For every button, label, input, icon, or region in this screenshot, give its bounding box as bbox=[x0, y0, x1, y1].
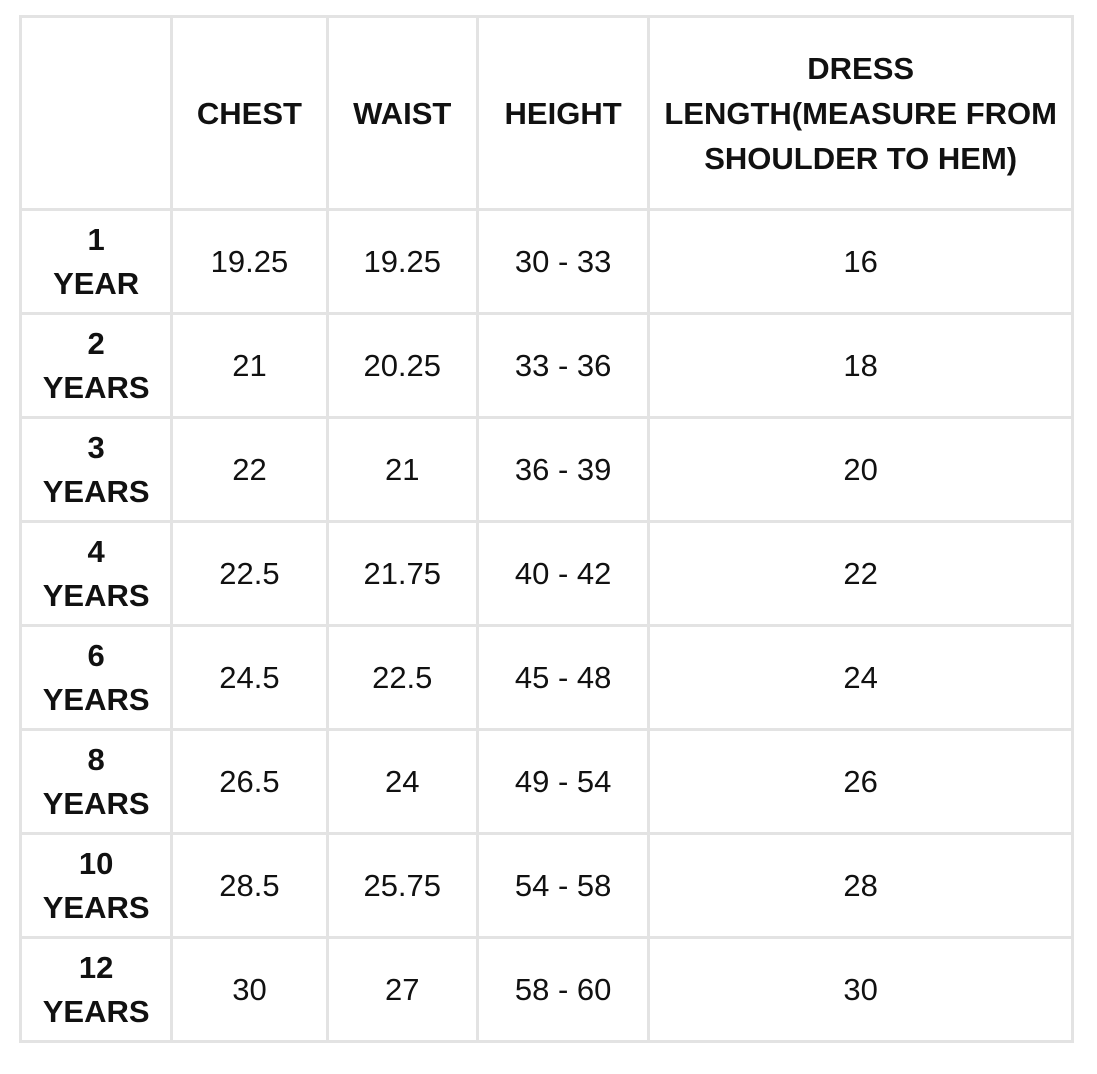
header-height: HEIGHT bbox=[475, 15, 651, 211]
table-header: CHEST WAIST HEIGHT DRESS LENGTH(MEASURE … bbox=[18, 15, 1074, 211]
size-chart-table: CHEST WAIST HEIGHT DRESS LENGTH(MEASURE … bbox=[18, 15, 1074, 1043]
cell-dress-length: 20 bbox=[647, 416, 1074, 523]
header-dress-length-label: DRESS LENGTH(MEASURE FROM SHOULDER TO HE… bbox=[664, 50, 1057, 176]
size-label: 3 YEARS bbox=[18, 416, 174, 523]
size-label: 12 YEARS bbox=[18, 936, 174, 1043]
cell-dress-length: 16 bbox=[647, 208, 1074, 315]
cell-chest: 24.5 bbox=[170, 624, 329, 731]
size-unit: YEARS bbox=[42, 577, 150, 613]
size-number: 6 bbox=[87, 637, 105, 673]
table-body: 1 YEAR 19.25 19.25 30 - 33 16 2 YEARS 21 20.25 33 … bbox=[18, 208, 1074, 1043]
size-label: 6 YEARS bbox=[18, 624, 174, 731]
size-unit: YEARS bbox=[42, 369, 150, 405]
size-unit: YEARS bbox=[42, 681, 150, 717]
size-number: 4 bbox=[87, 533, 105, 569]
cell-chest: 21 bbox=[170, 312, 329, 419]
cell-dress-length: 18 bbox=[647, 312, 1074, 419]
size-unit: YEARS bbox=[42, 785, 150, 821]
size-label: 4 YEARS bbox=[18, 520, 174, 627]
size-label: 2 YEARS bbox=[18, 312, 174, 419]
header-waist: WAIST bbox=[325, 15, 479, 211]
cell-waist: 25.75 bbox=[325, 832, 479, 939]
cell-chest: 22 bbox=[170, 416, 329, 523]
cell-dress-length: 22 bbox=[647, 520, 1074, 627]
size-label: 1 YEAR bbox=[18, 208, 174, 315]
size-number: 12 bbox=[78, 949, 114, 985]
size-number: 1 bbox=[87, 221, 105, 257]
table-row: 6 YEARS 24.5 22.5 45 - 48 24 bbox=[18, 624, 1074, 731]
size-number: 3 bbox=[87, 429, 105, 465]
cell-height: 54 - 58 bbox=[475, 832, 651, 939]
size-number: 10 bbox=[78, 845, 114, 881]
cell-waist: 21 bbox=[325, 416, 479, 523]
size-unit: YEARS bbox=[42, 993, 150, 1029]
header-size bbox=[18, 15, 174, 211]
table-row: 4 YEARS 22.5 21.75 40 - 42 22 bbox=[18, 520, 1074, 627]
cell-chest: 26.5 bbox=[170, 728, 329, 835]
header-dress-length: DRESS LENGTH(MEASURE FROM SHOULDER TO HE… bbox=[647, 15, 1074, 211]
header-chest: CHEST bbox=[170, 15, 329, 211]
cell-dress-length: 28 bbox=[647, 832, 1074, 939]
cell-waist: 19.25 bbox=[325, 208, 479, 315]
size-number: 8 bbox=[87, 741, 105, 777]
cell-waist: 22.5 bbox=[325, 624, 479, 731]
cell-waist: 20.25 bbox=[325, 312, 479, 419]
size-label: 10 YEARS bbox=[18, 832, 174, 939]
cell-height: 49 - 54 bbox=[475, 728, 651, 835]
cell-waist: 24 bbox=[325, 728, 479, 835]
cell-height: 45 - 48 bbox=[475, 624, 651, 731]
cell-dress-length: 30 bbox=[647, 936, 1074, 1043]
cell-chest: 30 bbox=[170, 936, 329, 1043]
size-unit: YEARS bbox=[42, 889, 150, 925]
size-label: 8 YEARS bbox=[18, 728, 174, 835]
cell-height: 30 - 33 bbox=[475, 208, 651, 315]
header-row: CHEST WAIST HEIGHT DRESS LENGTH(MEASURE … bbox=[18, 15, 1074, 211]
cell-height: 58 - 60 bbox=[475, 936, 651, 1043]
cell-chest: 22.5 bbox=[170, 520, 329, 627]
table-row: 8 YEARS 26.5 24 49 - 54 26 bbox=[18, 728, 1074, 835]
size-unit: YEAR bbox=[53, 265, 140, 301]
cell-chest: 28.5 bbox=[170, 832, 329, 939]
table-row: 1 YEAR 19.25 19.25 30 - 33 16 bbox=[18, 208, 1074, 315]
table-row: 3 YEARS 22 21 36 - 39 20 bbox=[18, 416, 1074, 523]
cell-chest: 19.25 bbox=[170, 208, 329, 315]
cell-waist: 21.75 bbox=[325, 520, 479, 627]
cell-height: 40 - 42 bbox=[475, 520, 651, 627]
cell-height: 33 - 36 bbox=[475, 312, 651, 419]
cell-dress-length: 26 bbox=[647, 728, 1074, 835]
table-row: 12 YEARS 30 27 58 - 60 30 bbox=[18, 936, 1074, 1043]
size-number: 2 bbox=[87, 325, 105, 361]
cell-dress-length: 24 bbox=[647, 624, 1074, 731]
table-row: 2 YEARS 21 20.25 33 - 36 18 bbox=[18, 312, 1074, 419]
table-row: 10 YEARS 28.5 25.75 54 - 58 28 bbox=[18, 832, 1074, 939]
cell-height: 36 - 39 bbox=[475, 416, 651, 523]
size-unit: YEARS bbox=[42, 473, 150, 509]
cell-waist: 27 bbox=[325, 936, 479, 1043]
